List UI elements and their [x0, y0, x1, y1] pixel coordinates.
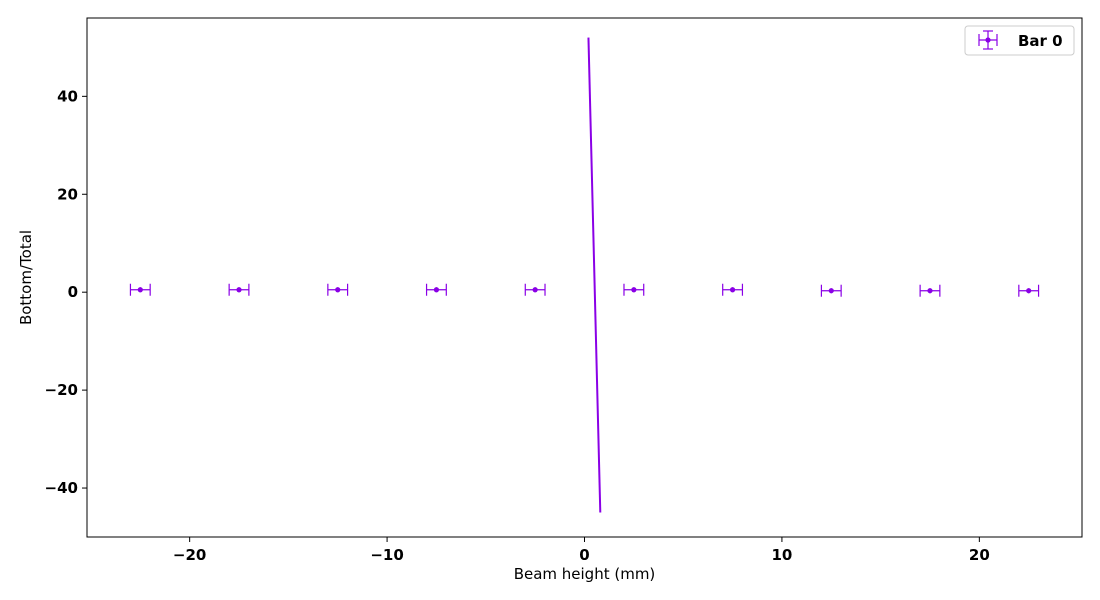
x-axis-label: Beam height (mm)	[514, 565, 656, 583]
point-marker	[1026, 288, 1032, 294]
legend-frame	[964, 25, 1075, 56]
data-point	[820, 284, 842, 297]
data-point	[129, 283, 151, 296]
x-axis: −20 −10 0 10 20	[173, 537, 990, 564]
point-marker	[532, 287, 538, 293]
fit-line	[587, 37, 602, 513]
y-tick-label: 0	[68, 283, 78, 301]
data-point	[524, 283, 546, 296]
point-marker	[927, 288, 933, 294]
point-marker	[631, 287, 637, 293]
y-tick-label: −40	[45, 479, 78, 497]
x-tick-label: 20	[969, 546, 990, 564]
point-marker	[137, 287, 143, 293]
x-tick-label: −20	[173, 546, 206, 564]
data-point	[1018, 284, 1040, 297]
plot-frame	[86, 17, 1083, 538]
legend-point	[985, 37, 991, 43]
point-marker	[828, 288, 834, 294]
data-point	[327, 283, 349, 296]
plot-area	[87, 18, 1082, 537]
plot-content	[129, 37, 1040, 513]
point-marker	[433, 287, 440, 293]
y-tick-label: 20	[57, 185, 78, 203]
legend-marker-bar-0	[978, 30, 998, 50]
data-point	[919, 284, 941, 297]
y-axis-label: Bottom/Total	[17, 230, 35, 325]
point-marker	[729, 287, 736, 293]
legend: Bar 0	[964, 25, 1075, 56]
point-marker	[335, 287, 341, 293]
data-point	[623, 283, 645, 296]
x-tick-label: 0	[579, 546, 589, 564]
x-tick-label: 10	[771, 546, 792, 564]
x-tick-label: −10	[370, 546, 403, 564]
data-point	[722, 283, 744, 296]
y-tick-label: 40	[57, 87, 78, 105]
point-marker	[236, 287, 242, 293]
data-point	[228, 283, 250, 296]
y-axis: −40 −20 0 20 40	[45, 87, 87, 497]
y-tick-label: −20	[45, 381, 78, 399]
legend-label-bar-0: Bar 0	[1018, 32, 1063, 50]
data-point	[425, 283, 447, 296]
